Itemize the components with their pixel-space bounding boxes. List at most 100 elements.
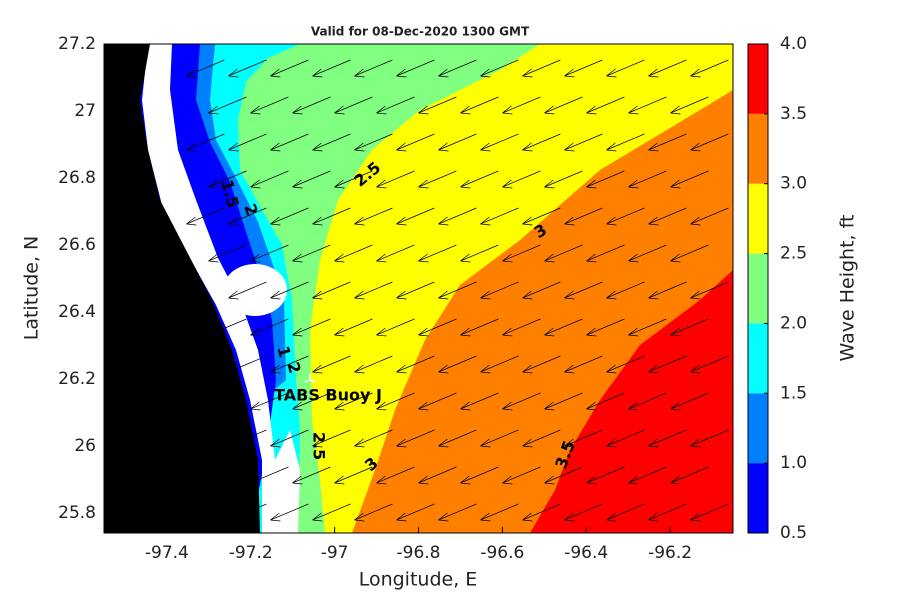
arrow <box>690 281 729 300</box>
arrow <box>502 244 541 263</box>
arrow <box>522 59 561 78</box>
arrow <box>396 207 435 226</box>
arrow <box>376 466 415 485</box>
arrow <box>396 59 435 78</box>
arrow <box>208 244 247 263</box>
arrow <box>628 318 667 337</box>
arrow <box>544 170 583 189</box>
arrow <box>228 503 267 522</box>
arrow <box>690 133 729 152</box>
arrow <box>438 59 477 78</box>
arrow <box>292 170 331 189</box>
arrow <box>690 429 729 448</box>
arrow <box>292 392 331 411</box>
arrow <box>648 59 687 78</box>
x-tick-label: -96.8 <box>397 543 441 563</box>
no-data-area <box>223 264 287 316</box>
arrow <box>354 355 393 374</box>
colorbar-tick-label: 2.5 <box>780 244 807 264</box>
arrow <box>670 170 709 189</box>
arrow <box>334 392 373 411</box>
arrow <box>334 170 373 189</box>
x-axis-label: Longitude, E <box>359 569 478 591</box>
arrow <box>648 133 687 152</box>
chart-title: Valid for 08-Dec-2020 1300 GMT <box>311 25 530 39</box>
y-tick-label: 26.2 <box>58 369 96 389</box>
arrow <box>354 207 393 226</box>
arrow <box>396 429 435 448</box>
arrow <box>648 503 687 522</box>
arrow <box>670 318 709 337</box>
station-label: TABS Buoy J <box>274 386 382 405</box>
arrow <box>460 392 499 411</box>
arrow <box>250 96 289 115</box>
arrow <box>586 96 625 115</box>
arrow <box>312 207 351 226</box>
colorbar-band <box>748 113 768 184</box>
arrow <box>502 392 541 411</box>
arrow <box>586 392 625 411</box>
arrow <box>460 96 499 115</box>
arrow <box>312 133 351 152</box>
arrow <box>418 466 457 485</box>
colorbar-tick-label: 1.5 <box>780 383 807 403</box>
arrow <box>354 503 393 522</box>
arrow <box>460 170 499 189</box>
arrow <box>648 207 687 226</box>
arrow <box>564 59 603 78</box>
colorbar-band <box>748 393 768 464</box>
arrow <box>480 355 519 374</box>
arrow <box>502 318 541 337</box>
x-tick-label: -96.4 <box>564 543 608 563</box>
arrow <box>628 96 667 115</box>
arrow <box>586 318 625 337</box>
arrow <box>438 281 477 300</box>
arrow <box>648 355 687 374</box>
arrow <box>354 281 393 300</box>
arrow <box>480 59 519 78</box>
y-tick-label: 26.4 <box>58 302 96 322</box>
arrow <box>312 429 351 448</box>
contour-label: 1 <box>273 344 294 360</box>
arrow <box>564 355 603 374</box>
arrow <box>564 133 603 152</box>
arrow <box>522 133 561 152</box>
arrow <box>228 207 267 226</box>
arrow <box>396 503 435 522</box>
arrow <box>460 466 499 485</box>
arrow <box>480 429 519 448</box>
arrow <box>480 281 519 300</box>
arrow <box>438 133 477 152</box>
arrow <box>418 318 457 337</box>
arrow <box>292 466 331 485</box>
arrow <box>376 244 415 263</box>
arrow <box>312 503 351 522</box>
arrow <box>460 318 499 337</box>
arrow <box>208 170 247 189</box>
colorbar-band <box>748 463 768 533</box>
arrow <box>228 281 267 300</box>
arrow <box>522 207 561 226</box>
arrow <box>396 355 435 374</box>
arrow <box>586 170 625 189</box>
arrow <box>250 318 289 337</box>
arrow <box>418 392 457 411</box>
arrow <box>186 207 225 226</box>
arrow <box>376 318 415 337</box>
arrow <box>586 244 625 263</box>
arrow <box>376 170 415 189</box>
barrier-island <box>142 44 300 533</box>
arrow <box>228 133 267 152</box>
x-tick-label: -97 <box>321 543 349 563</box>
arrow <box>418 96 457 115</box>
arrow <box>250 170 289 189</box>
arrow <box>228 59 267 78</box>
arrow <box>438 207 477 226</box>
arrow <box>606 503 645 522</box>
arrow <box>690 355 729 374</box>
arrow <box>312 355 351 374</box>
arrow <box>480 207 519 226</box>
arrow <box>228 355 267 374</box>
arrow <box>250 392 289 411</box>
y-tick-label: 26 <box>74 436 96 456</box>
